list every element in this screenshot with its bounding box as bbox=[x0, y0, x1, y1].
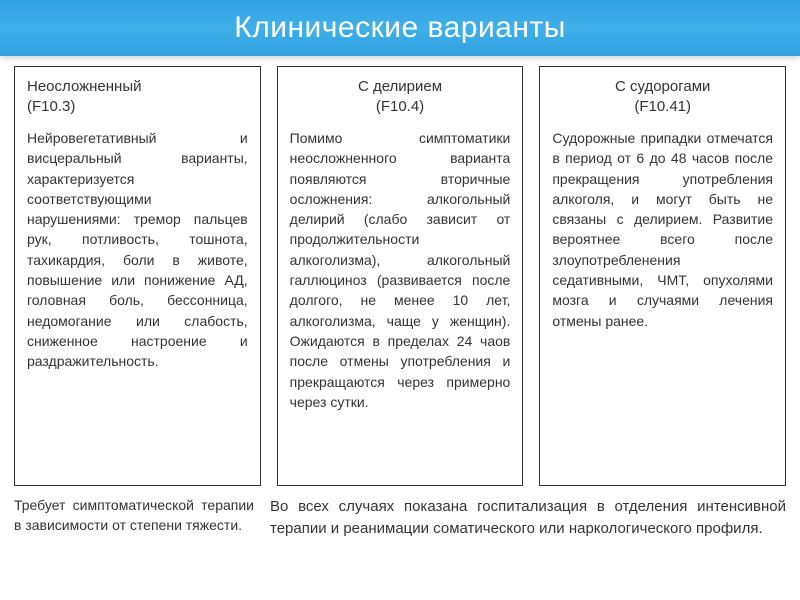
column-title-line2: (F10.3) bbox=[27, 97, 248, 117]
slide-header: Клинические варианты bbox=[0, 0, 800, 56]
columns-row: Неосложненный (F10.3) Нейровегетативный … bbox=[0, 56, 800, 492]
column-uncomplicated: Неосложненный (F10.3) Нейровегетативный … bbox=[14, 66, 261, 486]
column-seizures: С судорогами (F10.41) Судорожные припадк… bbox=[539, 66, 786, 486]
column-title-line2: (F10.4) bbox=[290, 97, 511, 117]
column-body: Судорожные припадки отмечатся в период о… bbox=[552, 128, 773, 331]
footer-row: Требует симптоматической терапии в завис… bbox=[0, 492, 800, 550]
column-title-line1: С судорогами bbox=[615, 78, 710, 95]
column-title: С судорогами (F10.41) bbox=[552, 77, 773, 116]
page-title: Клинические варианты bbox=[234, 11, 566, 45]
column-body: Помимо симптоматики неосложненного вариа… bbox=[290, 128, 511, 412]
column-title-line2: (F10.41) bbox=[552, 97, 773, 117]
column-title-line1: С делирием bbox=[358, 78, 442, 95]
footer-left-text: Требует симптоматической терапии в завис… bbox=[14, 496, 254, 540]
column-delirium: С делирием (F10.4) Помимо симптоматики н… bbox=[277, 66, 524, 486]
column-title: С делирием (F10.4) bbox=[290, 77, 511, 116]
column-title: Неосложненный (F10.3) bbox=[27, 77, 248, 116]
footer-right-text: Во всех случаях показана госпитализация … bbox=[270, 496, 786, 540]
column-body: Нейровегетативный и висцеральный вариант… bbox=[27, 128, 248, 372]
column-title-line1: Неосложненный bbox=[27, 78, 142, 95]
